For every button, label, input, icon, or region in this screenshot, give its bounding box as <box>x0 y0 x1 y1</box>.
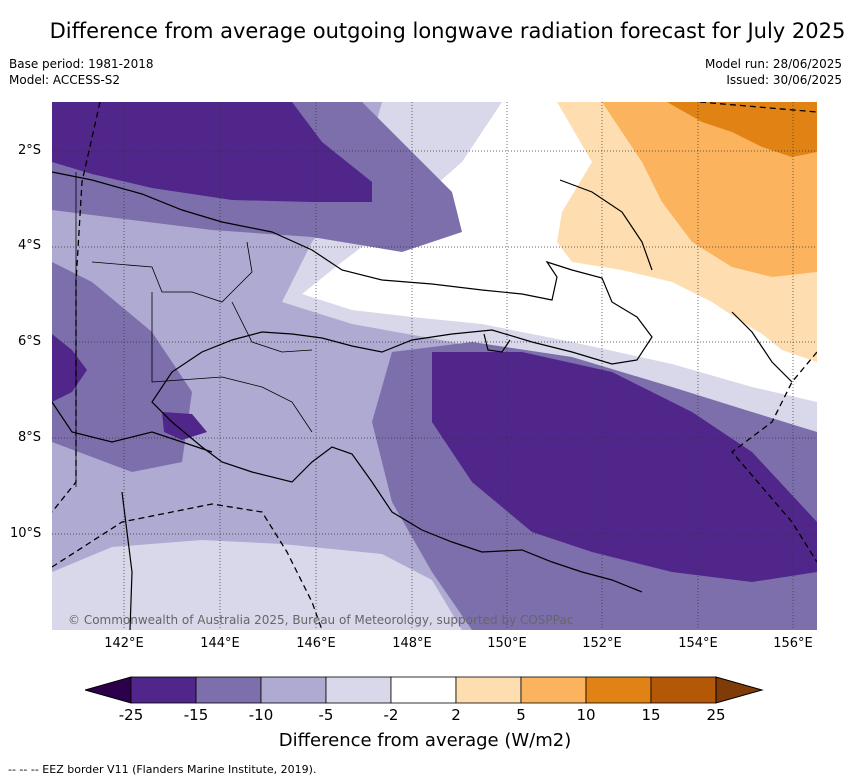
issued-date: Issued: 30/06/2025 <box>726 73 842 87</box>
anomaly-map <box>52 102 817 630</box>
colorbar-tick-label: 25 <box>706 706 726 724</box>
colorbar-tick-label: -2 <box>383 706 399 724</box>
lon-label-154e: 154°E <box>678 636 718 651</box>
colorbar <box>85 676 764 704</box>
map-title: Difference from average outgoing longwav… <box>49 19 846 43</box>
colorbar-segment <box>455 676 522 704</box>
colorbar-tick-label: -5 <box>318 706 334 724</box>
lon-label-144e: 144°E <box>200 636 240 651</box>
colorbar-tick-label: -10 <box>248 706 274 724</box>
colorbar-segment <box>390 676 457 704</box>
colorbar-segment <box>585 676 652 704</box>
colorbar-tick-label: 2 <box>451 706 461 724</box>
colorbar-tick-label: -25 <box>118 706 144 724</box>
lat-label-8s: 8°S <box>18 430 42 445</box>
graticule <box>52 102 817 630</box>
lon-label-150e: 150°E <box>487 636 527 651</box>
model-run: Model run: 28/06/2025 <box>704 57 842 71</box>
meta-left: Base period: 1981-2018 Model: ACCESS-S2 <box>9 56 154 88</box>
colorbar-tick-label: 5 <box>516 706 526 724</box>
contour-dark-purple-gulf <box>162 412 207 440</box>
eez-legend-note: -- -- -- EEZ border V11 (Flanders Marine… <box>8 763 317 776</box>
contour-light-lavender-south <box>52 540 462 630</box>
colorbar-tick-label: 10 <box>576 706 596 724</box>
colorbar-segment <box>520 676 587 704</box>
colorbar-tick-label: -15 <box>183 706 209 724</box>
copyright-note: © Commonwealth of Australia 2025, Bureau… <box>68 613 574 627</box>
colorbar-segment <box>260 676 327 704</box>
base-period: Base period: 1981-2018 <box>9 57 154 71</box>
lon-label-152e: 152°E <box>582 636 622 651</box>
contour-dark-purple-w <box>52 334 87 402</box>
lat-label-6s: 6°S <box>18 334 42 349</box>
eez-border <box>52 102 817 630</box>
coastline <box>52 171 793 630</box>
lat-label-4s: 4°S <box>18 238 42 253</box>
contour-dark-purple-nw <box>52 102 372 202</box>
contour-dark-orange <box>667 102 817 157</box>
lon-label-156e: 156°E <box>773 636 813 651</box>
lat-label-10s: 10°S <box>10 526 42 541</box>
colorbar-tick-label: 15 <box>641 706 661 724</box>
colorbar-segment <box>130 676 197 704</box>
colorbar-title: Difference from average (W/m2) <box>278 730 572 751</box>
contour-dark-purple-se <box>432 352 817 582</box>
lon-label-146e: 146°E <box>296 636 336 651</box>
colorbar-under-triangle <box>85 676 132 704</box>
colorbar-segment <box>195 676 262 704</box>
contour-mid-purple-w <box>52 262 192 472</box>
lon-label-148e: 148°E <box>392 636 432 651</box>
lat-label-2s: 2°S <box>18 143 42 158</box>
model-name: Model: ACCESS-S2 <box>9 73 121 87</box>
colorbar-segment <box>325 676 392 704</box>
lon-label-142e: 142°E <box>104 636 144 651</box>
colorbar-over-triangle <box>715 676 764 704</box>
colorbar-segment <box>650 676 717 704</box>
meta-right: Model run: 28/06/2025 Issued: 30/06/2025 <box>705 56 842 88</box>
